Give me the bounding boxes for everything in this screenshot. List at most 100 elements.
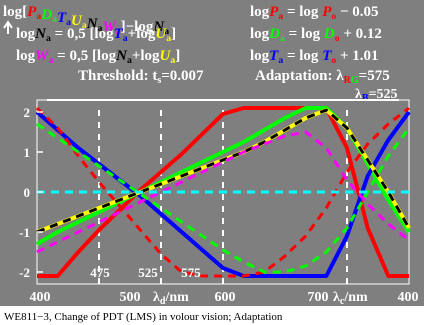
xlabel-c-unit: /nm	[343, 290, 368, 305]
header-line2-left-seg: +log	[128, 26, 156, 42]
header-line2-left-seg: T	[114, 26, 124, 42]
header-line1-left-seg: U	[71, 13, 83, 29]
header-line1-left-seg: N	[152, 19, 165, 35]
header-line1-left-seg: W	[102, 19, 117, 35]
lambda-b-sub: B	[362, 93, 369, 104]
xlabel-c: λc/nm	[333, 290, 368, 307]
header-line3-right-seg: = log	[283, 48, 322, 64]
header-line1-right-seg: log	[250, 4, 270, 20]
header-line2-left-seg: U	[155, 26, 167, 42]
header-line1-right-seg: = log	[283, 4, 322, 20]
lambda-b-text: λB=525	[355, 87, 398, 104]
header-line3-right-seg: log	[250, 48, 270, 64]
header-line3-left-seg: log	[16, 48, 36, 64]
header-line3-left-seg: +log	[132, 48, 160, 64]
header-line3-left-seg: ]	[175, 48, 180, 64]
xlabel-d-sym: λ	[153, 290, 160, 305]
header-line2-right-seg: o	[335, 33, 340, 44]
x-tick-label: 500	[120, 290, 141, 305]
header-line3-left-seg: W	[35, 48, 50, 64]
lambda-b-value: =525	[369, 87, 398, 102]
y-tick-label: -2	[19, 265, 30, 280]
header-line1-right-seg: − 0.05	[336, 4, 378, 20]
xlabel-d-sub: d	[160, 296, 166, 307]
inner-wavelength-label: 475	[90, 265, 110, 280]
header-line1-left-seg: a	[98, 23, 103, 34]
lambda-b-label: λ	[355, 87, 362, 102]
header-line2-left-seg: a	[46, 33, 51, 44]
header-line2-right: logDa = log Do + 0.12	[250, 26, 382, 44]
header-line1-right-seg: P	[269, 4, 279, 20]
chart-background	[0, 0, 424, 306]
x-tick-label: 700	[308, 290, 329, 305]
header-line2-right-seg: a	[280, 33, 285, 44]
header-line3-right-seg: T	[322, 48, 332, 64]
header-line1-left-seg: N	[86, 16, 99, 32]
header-line1-left-seg: D	[40, 7, 52, 23]
header-line1-left-seg: a	[116, 26, 121, 37]
header-line1-left-seg: a	[82, 20, 87, 31]
header-line2-left-seg: a	[166, 33, 171, 44]
header-line1-left: log[PaDaTaUaNaWa]−logNa	[3, 4, 169, 37]
xlabel-d-unit: /nm	[164, 290, 189, 305]
header-line2-right-seg: D	[323, 26, 335, 42]
header-line2-right-seg: = log	[285, 26, 324, 42]
x-tick-label: 600	[215, 290, 236, 305]
y-tick-label: -1	[19, 225, 30, 240]
threshold-text: Threshold: ts=0.007	[78, 68, 204, 86]
header-line1-left-seg: ]−log	[121, 19, 154, 35]
grid	[47, 99, 399, 284]
xlabel-c-sub: c	[340, 296, 345, 307]
header-line1-left-seg: a	[66, 17, 71, 28]
header-line1-right-seg: o	[331, 11, 336, 22]
y-tick-label: 2	[24, 105, 31, 120]
inner-wavelength-label: 575	[181, 265, 201, 280]
xlabel-c-sym: λ	[333, 290, 340, 305]
threshold-label: Threshold: t	[78, 68, 157, 84]
header-line2-left-seg: N	[34, 26, 47, 42]
adaptation-value: =575	[359, 68, 390, 84]
x-tick-label: 400	[30, 290, 51, 305]
header-line3-right-seg: a	[278, 55, 283, 66]
header-line3-right-seg: o	[331, 55, 336, 66]
header-line1-left-seg: T	[57, 10, 67, 26]
series-line-6	[36, 122, 411, 274]
y-tick-label: 0	[24, 185, 31, 200]
header-line3-left-seg: a	[127, 55, 132, 66]
adaptation-sub-r: R	[344, 75, 352, 86]
header-line2-right-seg: D	[268, 26, 280, 42]
header-line1-right: logPa = log Po − 0.05	[250, 4, 379, 22]
header-line3-right-seg: T	[269, 48, 279, 64]
header-line3-left-seg: a	[170, 55, 175, 66]
y-tick-label: 1	[24, 145, 31, 160]
series-line-2	[35, 110, 411, 278]
series-line-0	[37, 106, 409, 278]
header-line1-left-seg: a	[52, 14, 57, 25]
header-line1-right-seg: a	[278, 11, 283, 22]
adaptation-label: Adaptation: λ	[255, 68, 344, 84]
header-line3-right-seg: + 1.01	[336, 48, 378, 64]
header-line2-right-seg: log	[250, 26, 270, 42]
header-line1-right-seg: P	[322, 4, 332, 20]
adaptation-text: Adaptation: λRG=575	[255, 68, 390, 86]
threshold-value: =0.007	[161, 68, 204, 84]
up-arrow-icon	[3, 20, 13, 34]
header-line2-left-seg: log	[16, 26, 36, 42]
header-line2-right-seg: + 0.12	[340, 26, 382, 42]
adaptation-sub-g: G	[351, 75, 359, 86]
header-line1-left-seg: a	[36, 11, 41, 22]
header-line3-left-seg: a	[49, 55, 54, 66]
header-line1-left-seg: a	[164, 26, 169, 37]
caption: WE811−3, Change of PDT (LMS) in volour v…	[4, 311, 283, 323]
header-line3-left-seg: N	[115, 48, 128, 64]
series-group	[35, 106, 411, 278]
x-tick-label: 400	[398, 290, 419, 305]
header-line3-left: logWa = 0,5 [logNa+logUa]	[16, 48, 180, 66]
header-line2-left-seg: a	[123, 33, 128, 44]
xlabel-d: λd/nm	[153, 290, 189, 307]
threshold-sub: s	[157, 75, 161, 86]
header-line3-right: logTa = log To + 1.01	[250, 48, 379, 66]
